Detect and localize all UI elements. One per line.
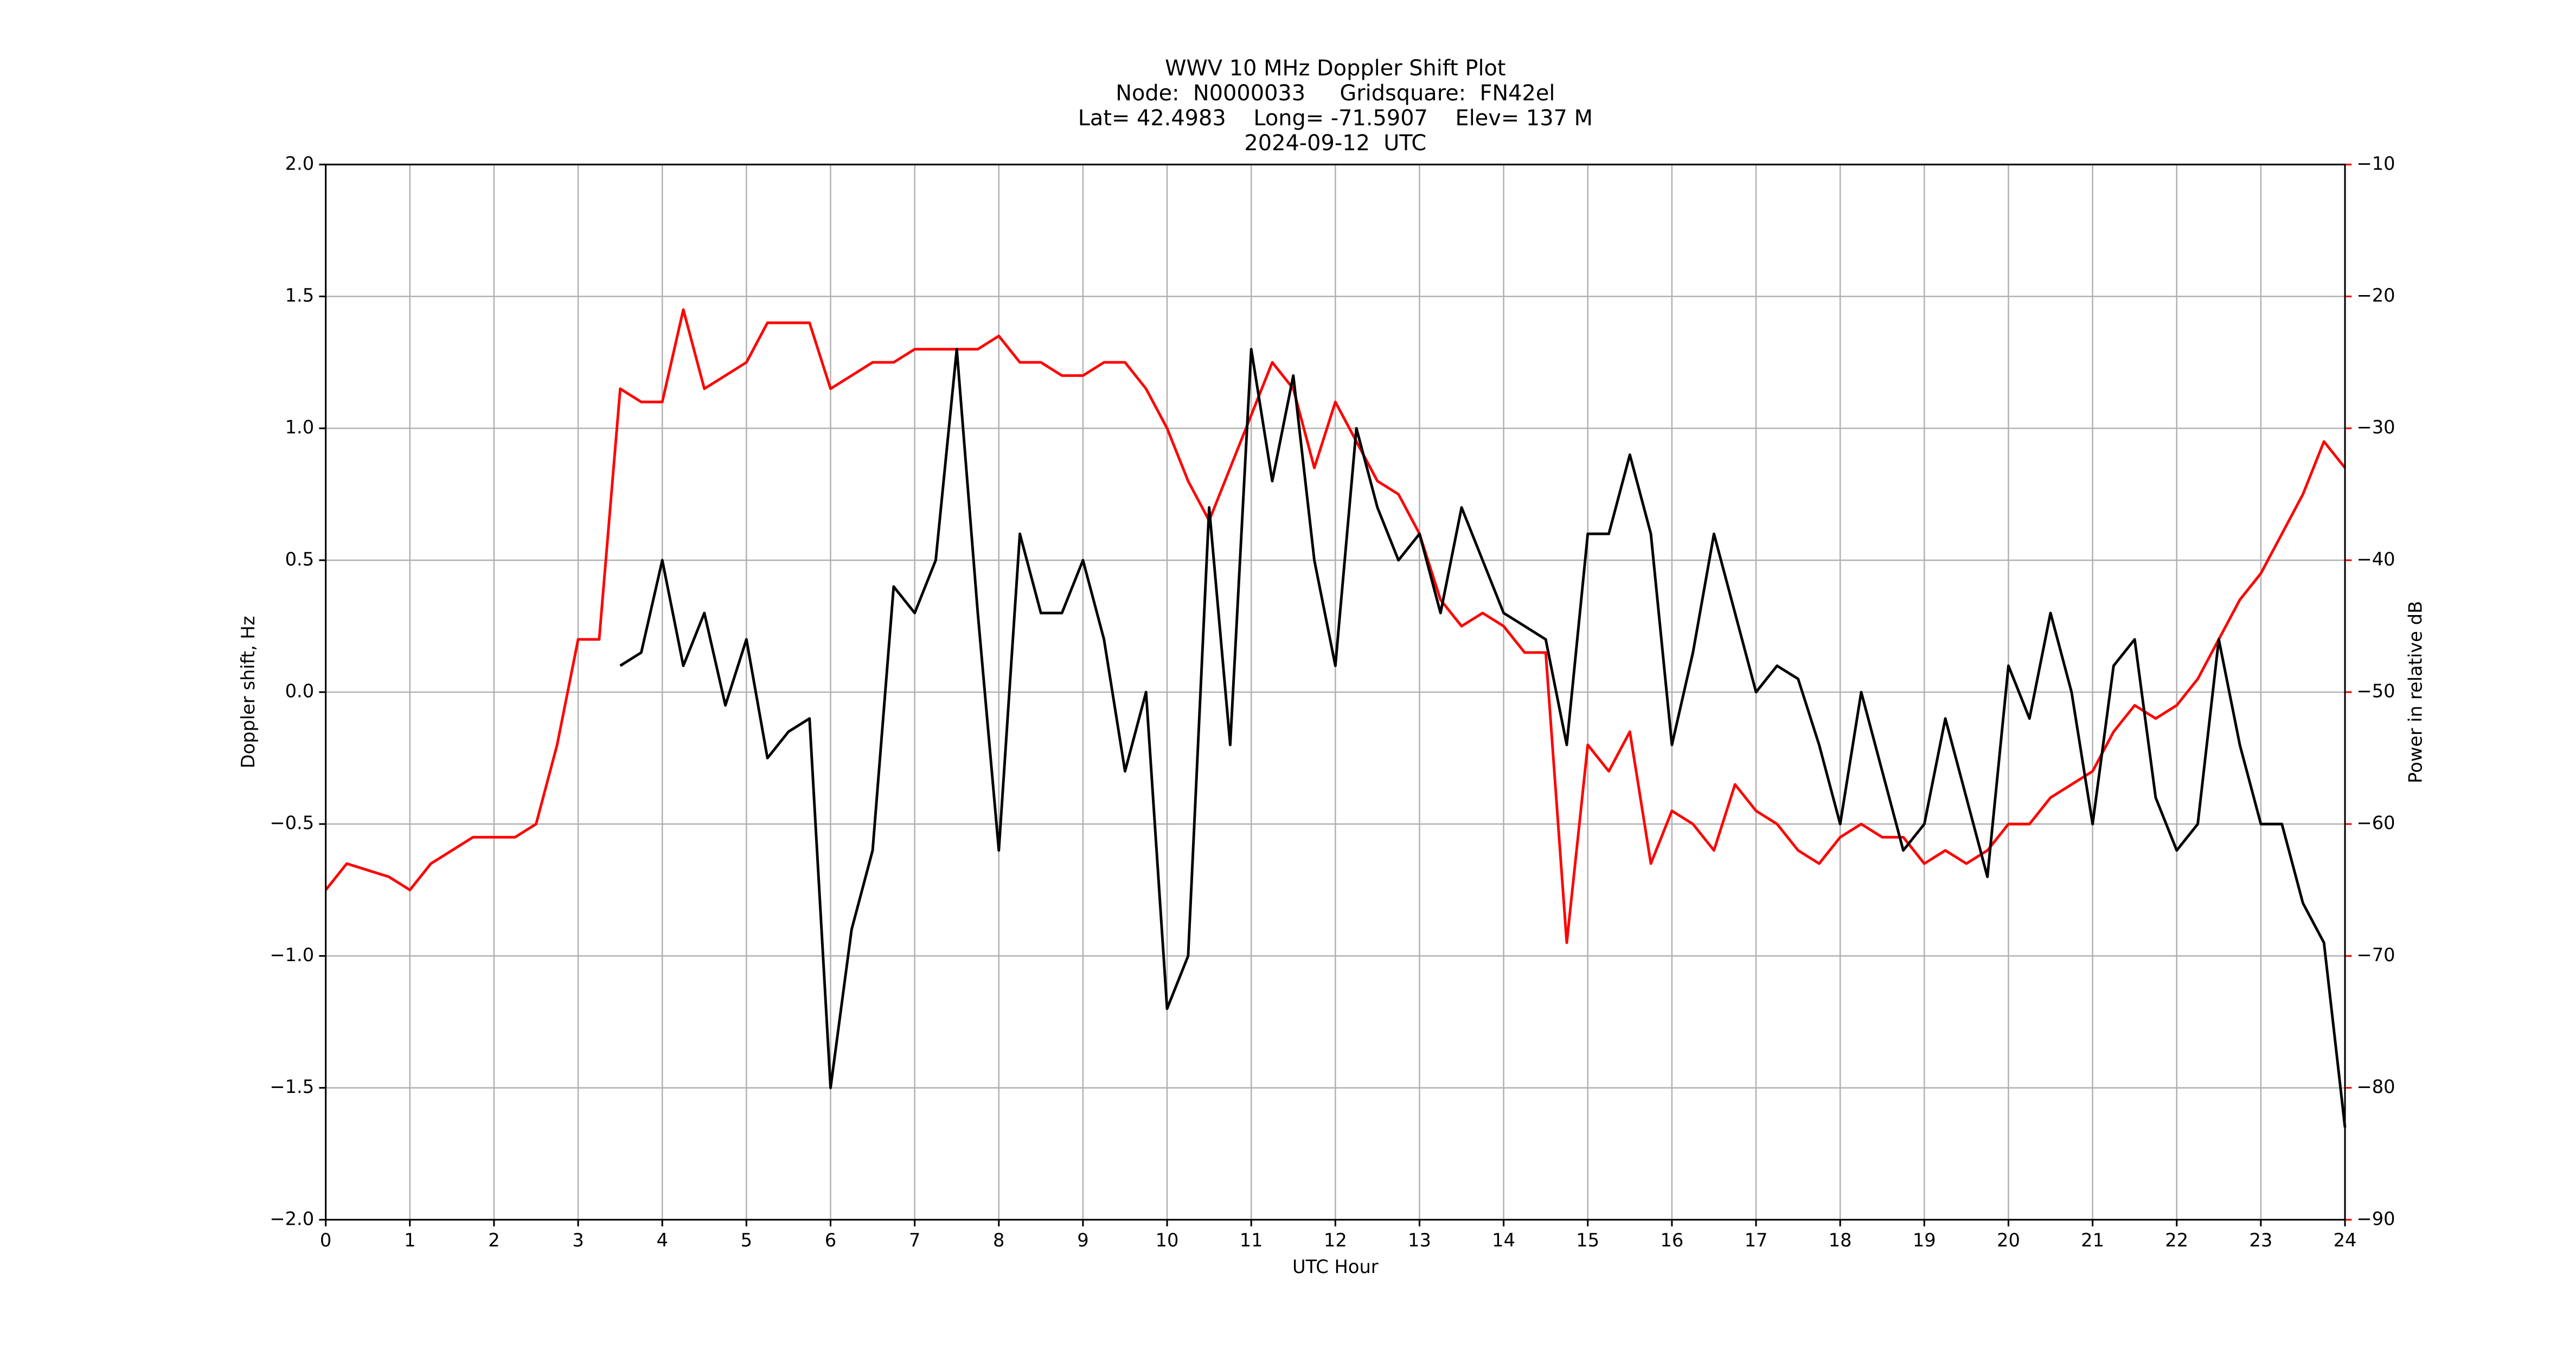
series-line [324, 308, 2346, 944]
y-tick-label: −2.0 [270, 1208, 314, 1229]
x-tick-label: 24 [2334, 1230, 2357, 1251]
y2-tick-label: −20 [2356, 285, 2395, 306]
plot-frame [325, 163, 2346, 1221]
chart-title: Lat= 42.4983 Long= -71.5907 Elev= 137 M [1078, 106, 1593, 131]
x-tick-label: 17 [1745, 1230, 1768, 1251]
y2-tick-label: −80 [2356, 1076, 2395, 1097]
x-tick-label: 2 [488, 1230, 499, 1251]
x-tick-label: 12 [1324, 1230, 1347, 1251]
y-tick-label: −1.0 [270, 944, 314, 965]
x-tick-label: 18 [1829, 1230, 1852, 1251]
chart-title: Node: N0000033 Gridsquare: FN42el [1116, 81, 1555, 106]
y2-axis-label: Power in relative dB [2405, 601, 2426, 783]
x-tick-label: 15 [1576, 1230, 1599, 1251]
x-tick-label: 7 [909, 1230, 920, 1251]
y2-tick-label: −90 [2356, 1208, 2395, 1229]
y-axis-label: Doppler shift, Hz [238, 616, 259, 768]
y2-tick-label: −50 [2356, 681, 2395, 702]
x-tick-label: 3 [572, 1230, 584, 1251]
x-tick-label: 16 [1660, 1230, 1683, 1251]
x-tick-label: 14 [1492, 1230, 1515, 1251]
x-tick-label: 4 [656, 1230, 668, 1251]
x-tick-label: 19 [1913, 1230, 1936, 1251]
x-tick-label: 1 [404, 1230, 415, 1251]
y-tick-label: −1.5 [270, 1076, 314, 1097]
x-tick-label: 22 [2165, 1230, 2188, 1251]
x-tick-label: 20 [1997, 1230, 2020, 1251]
x-tick-label: 0 [320, 1230, 331, 1251]
x-tick-label: 21 [2081, 1230, 2104, 1251]
series-line [619, 348, 2347, 1128]
y-tick-label: 1.5 [285, 285, 315, 306]
x-tick-label: 13 [1408, 1230, 1431, 1251]
chart-title: WWV 10 MHz Doppler Shift Plot [1165, 56, 1505, 81]
y-tick-label: 1.0 [285, 417, 315, 438]
x-tick-label: 23 [2249, 1230, 2272, 1251]
y2-tick-label: −70 [2356, 944, 2395, 965]
x-tick-label: 10 [1156, 1230, 1179, 1251]
y-tick-label: 0.5 [285, 548, 315, 570]
y2-tick-label: −30 [2356, 417, 2395, 438]
y2-tick-label: −40 [2356, 548, 2395, 570]
x-tick-label: 11 [1240, 1230, 1263, 1251]
y2-tick-label: −60 [2356, 813, 2395, 834]
x-tick-label: 8 [993, 1230, 1004, 1251]
y2-tick-label: −10 [2356, 153, 2395, 174]
x-axis-label: UTC Hour [1292, 1256, 1379, 1277]
x-tick-label: 6 [825, 1230, 836, 1251]
x-tick-label: 9 [1077, 1230, 1088, 1251]
y-tick-label: 0.0 [285, 681, 315, 702]
y-tick-label: 2.0 [285, 153, 315, 174]
chart-title: 2024-09-12 UTC [1244, 131, 1426, 156]
y-tick-label: −0.5 [270, 813, 314, 834]
x-tick-label: 5 [741, 1230, 752, 1251]
